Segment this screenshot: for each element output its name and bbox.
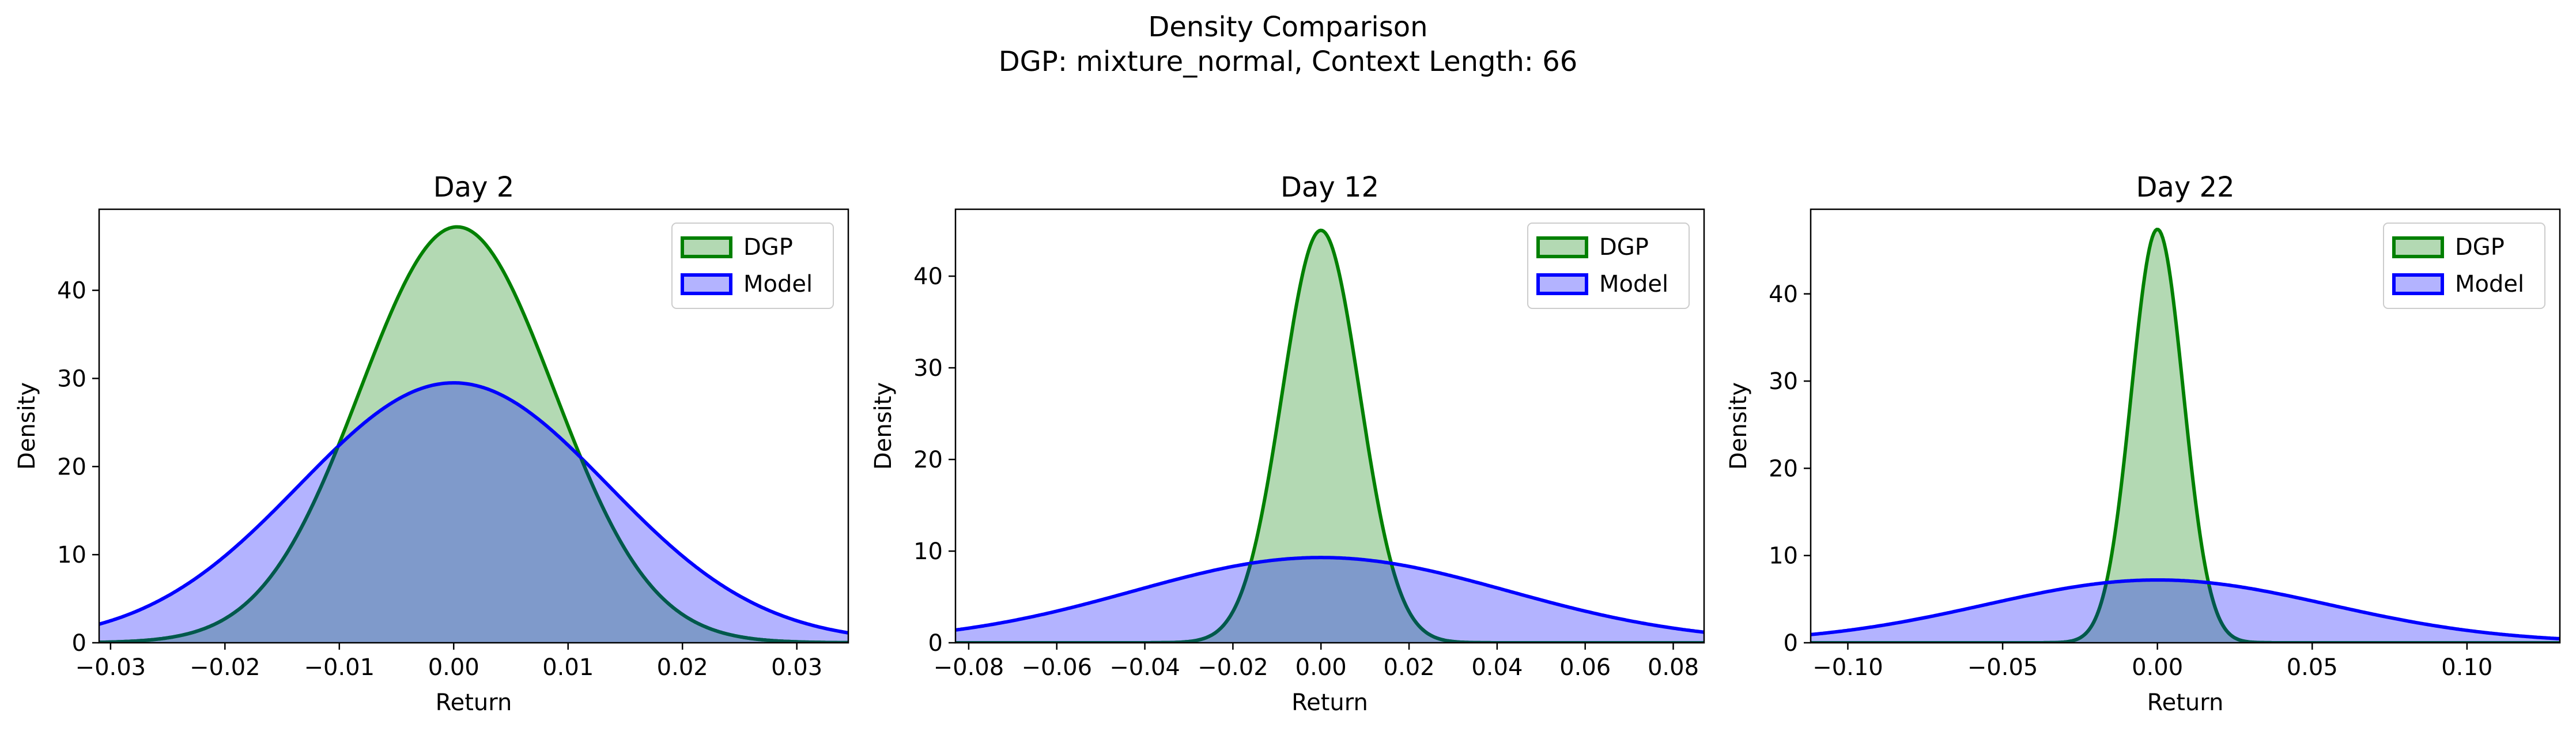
x-tick-label: 0.00 (1295, 654, 1347, 681)
panel-3: −0.10 −0.05 0.00 0.05 0.10 0 10 20 30 40 Day 22 Ret… (1725, 171, 2561, 716)
y-tick-label: 0 (1784, 630, 1798, 657)
x-tick-label: 0.02 (1384, 654, 1435, 681)
legend-swatch-dgp (2392, 236, 2444, 258)
x-tick-label: 0.06 (1559, 654, 1611, 681)
x-axis-label: Return (1291, 689, 1368, 716)
x-tick-label: 0.01 (542, 654, 594, 681)
y-tick-label: 20 (57, 454, 86, 480)
dgp-line-overlap (955, 563, 1704, 643)
x-tick-label: 0.00 (2132, 654, 2183, 681)
dgp-area (955, 230, 1704, 643)
panel-title: Day 2 (433, 171, 515, 203)
x-tick-label: −0.04 (1109, 654, 1180, 681)
legend: DGP Model (671, 223, 834, 309)
legend: DGP Model (1527, 223, 1690, 309)
legend-label-model: Model (1599, 271, 1668, 297)
x-tick-label: −0.06 (1021, 654, 1092, 681)
y-tick-label: 10 (57, 542, 86, 568)
legend-swatch-model (1536, 273, 1588, 295)
x-axis-label: Return (436, 689, 512, 716)
legend-label-dgp: DGP (743, 234, 793, 261)
y-tick-label: 20 (1769, 455, 1798, 482)
panel-1: −0.03 −0.02 −0.01 0.00 0.01 0.02 0.03 0 10 20 30 40… (14, 171, 849, 716)
x-tick-label: −0.02 (190, 654, 260, 681)
y-axis-label: Density (870, 382, 897, 470)
x-axis-label: Return (2147, 689, 2224, 716)
dgp-line (955, 228, 1704, 643)
x-tick-label: 0.05 (2287, 654, 2338, 681)
x-tick-label: 0.08 (1648, 654, 1699, 681)
overlap-area (1811, 580, 2560, 643)
y-tick-label: 0 (72, 630, 86, 657)
y-axis-label: Density (14, 382, 40, 470)
panel-2: −0.08 −0.06 −0.04 −0.02 0.00 0.02 0.04 0.06 0.08… (870, 171, 1705, 716)
model-line (99, 381, 848, 635)
y-tick-label: 30 (913, 355, 943, 382)
legend-swatch-model (2392, 273, 2444, 295)
x-tick-label: 0.03 (771, 654, 822, 681)
dgp-line-overlap (99, 447, 848, 643)
x-tick-label: −0.03 (75, 654, 146, 681)
x-tick-label: 0.04 (1471, 654, 1523, 681)
x-tick-label: −0.10 (1812, 654, 1883, 681)
y-tick-label: 10 (1769, 543, 1798, 570)
y-tick-label: 30 (57, 365, 86, 392)
model-line (1811, 578, 2560, 640)
y-tick-label: 20 (913, 447, 943, 473)
legend-swatch-dgp (681, 236, 732, 258)
y-tick-label: 40 (913, 263, 943, 290)
axes-frame (954, 208, 1705, 644)
x-tick-label: −0.05 (1967, 654, 2038, 681)
y-tick-label: 30 (1769, 368, 1798, 395)
legend-label-dgp: DGP (2455, 234, 2505, 261)
axes-frame (1810, 208, 2561, 644)
x-tick-label: −0.02 (1198, 654, 1268, 681)
model-line (955, 556, 1704, 634)
overlap-area (955, 557, 1704, 643)
panel-title: Day 12 (1281, 171, 1379, 203)
legend-label-model: Model (2455, 271, 2524, 297)
legend: DGP Model (2383, 223, 2545, 309)
legend-swatch-model (681, 273, 732, 295)
legend-swatch-dgp (1536, 236, 1588, 258)
y-tick-label: 0 (928, 630, 943, 657)
panel-title: Day 22 (2136, 171, 2234, 203)
y-tick-label: 40 (57, 278, 86, 304)
x-tick-label: −0.01 (304, 654, 375, 681)
x-tick-label: 0.02 (657, 654, 708, 681)
dgp-area (1811, 229, 2560, 643)
x-tick-label: 0.00 (428, 654, 479, 681)
figure-title: Density Comparison (1148, 11, 1427, 43)
legend-label-model: Model (743, 271, 813, 297)
y-tick-label: 40 (1769, 281, 1798, 308)
overlap-area (99, 383, 848, 643)
x-tick-label: −0.08 (934, 654, 1004, 681)
figure-subtitle: DGP: mixture_normal, Context Length: 66 (999, 46, 1578, 78)
y-axis-label: Density (1725, 382, 1752, 470)
legend-label-dgp: DGP (1599, 234, 1649, 261)
y-tick-label: 10 (913, 538, 943, 565)
x-tick-label: 0.10 (2441, 654, 2492, 681)
axes-frame (98, 208, 849, 644)
dgp-line (1811, 228, 2560, 643)
